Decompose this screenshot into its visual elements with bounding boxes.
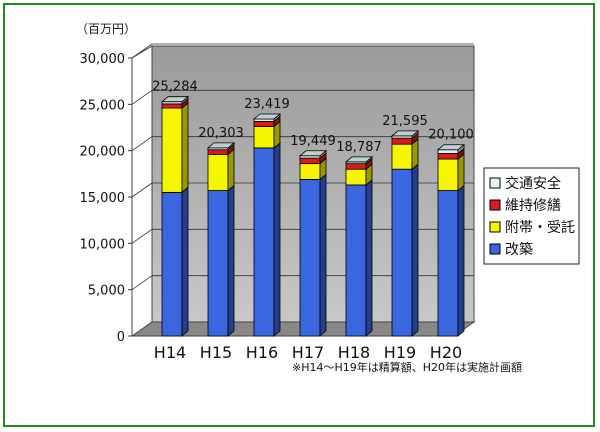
bar-total-label: 18,787 [336,140,382,155]
y-axis-ticks: 0 5,000 10,000 15,000 20,000 25,000 30,000 [80,52,132,345]
y-tick-label: 30,000 [80,52,126,67]
legend-item: 附帯・受託 [489,220,575,236]
x-axis-labels: H14 H15 H16 H17 H18 H19 H20 [154,343,462,362]
legend-label: 交通安全 [505,175,561,192]
bar-segment-H16-改築 [253,142,281,337]
x-tick-label: H19 [384,343,416,362]
gridline-side [131,90,153,105]
x-tick-label: H14 [154,343,186,362]
bar-segment-H19-改築 [391,163,419,337]
bar-segment-H19-交通安全 [390,130,420,140]
bar-total-label: 20,303 [198,126,244,141]
bar-segment-H14-附帯・受託 [161,102,189,194]
bar-segment-H15-附帯・受託 [207,148,235,192]
gridlines [131,43,474,290]
legend-swatch [489,221,501,233]
legend-swatch [489,199,501,211]
bar-segment-H18-改築 [345,179,373,337]
legend-label: 改築 [505,242,533,258]
legend-swatch [489,243,501,255]
bar-total-label: 25,284 [152,80,198,95]
bar-segment-H14-改築 [161,186,189,337]
bar-total-label: 19,449 [290,134,336,149]
bar-segment-H20-附帯・受託 [437,153,465,192]
y-tick-label: 25,000 [80,98,126,113]
legend-label: 附帯・受託 [505,220,575,236]
bar-segment-H14-交通安全 [160,95,190,105]
y-tick-label: 15,000 [80,191,126,206]
x-tick-label: H20 [430,343,462,362]
footnote: ※H14〜H19年は精算額、H20年は実施計画額 [292,360,522,374]
y-tick-label: 10,000 [80,237,126,252]
gridline-side [131,275,153,290]
legend-label: 維持修繕 [505,198,561,214]
legend-swatch [489,177,501,189]
bar-total-label: 20,100 [428,128,474,143]
y-tick-label: 0 [117,330,125,345]
x-tick-label: H18 [338,343,370,362]
legend-item: 維持修繕 [489,198,561,214]
bar-segment-H18-交通安全 [344,156,374,165]
bar-segment-H15-改築 [207,184,235,337]
bar-segment-H15-交通安全 [206,142,236,151]
x-tick-label: H16 [246,343,278,362]
bar-segment-H17-交通安全 [298,149,328,159]
bar-segment-H20-交通安全 [436,143,466,155]
gridline-side [131,43,153,59]
bars [160,95,466,337]
x-tick-label: H15 [200,343,232,362]
y-tick-label: 5,000 [88,284,125,299]
bar-total-label: 21,595 [382,114,428,129]
bar-segment-H19-附帯・受託 [391,138,419,171]
y-axis-unit-label: （百万円） [76,22,136,36]
legend-item: 交通安全 [489,175,561,192]
gridline-side [131,229,153,244]
bar-segment-H17-改築 [299,173,327,337]
x-tick-label: H17 [292,343,324,362]
bar-total-label: 23,419 [244,97,290,112]
gridline-side [131,182,153,198]
bar-segment-H20-改築 [437,184,465,337]
bar-segment-H16-交通安全 [252,113,282,123]
gridline-side [131,136,153,151]
y-tick-label: 20,000 [80,145,126,160]
legend-item: 改築 [489,242,533,258]
